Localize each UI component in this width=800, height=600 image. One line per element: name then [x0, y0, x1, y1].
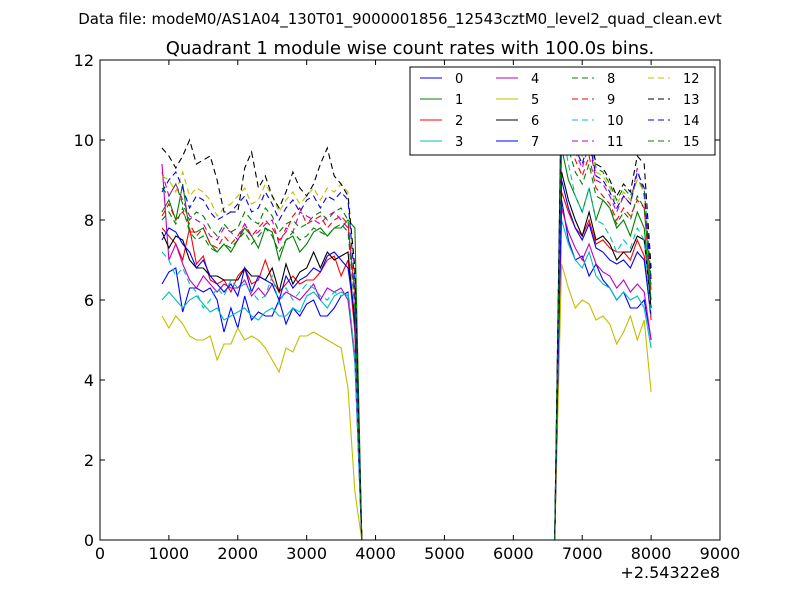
x-tick-label: 2000	[217, 544, 258, 563]
legend-label-5: 5	[531, 93, 539, 108]
legend-label-0: 0	[455, 72, 463, 87]
legend-label-4: 4	[531, 72, 539, 87]
legend-label-8: 8	[607, 72, 615, 87]
legend-label-14: 14	[683, 114, 700, 129]
legend-label-7: 7	[531, 135, 539, 150]
series-line-5	[161, 263, 652, 540]
series-line-9	[161, 103, 652, 540]
chart-title: Quadrant 1 module wise count rates with …	[166, 38, 655, 59]
series-line-3	[161, 219, 652, 540]
series-line-6	[161, 171, 652, 540]
x-tick-label: 1000	[149, 544, 190, 563]
y-tick-label: 2	[84, 451, 94, 470]
y-tick-label: 6	[84, 291, 94, 310]
y-tick-label: 12	[74, 51, 94, 70]
x-tick-label: 5000	[424, 544, 465, 563]
legend-label-1: 1	[455, 93, 463, 108]
legend-label-15: 15	[683, 135, 700, 150]
x-tick-label: 4000	[355, 544, 396, 563]
x-tick-label: 0	[95, 544, 105, 563]
series-line-8	[161, 67, 652, 540]
legend-label-9: 9	[607, 93, 615, 108]
series-line-7	[161, 179, 652, 540]
legend-label-2: 2	[455, 114, 463, 129]
series-line-14	[161, 83, 652, 540]
x-axis-ticks: 0 1000 2000 3000 4000 5000 6000 7000 8000 9000	[95, 60, 740, 563]
legend-label-10: 10	[607, 114, 624, 129]
y-tick-label: 8	[84, 211, 94, 230]
legend-label-3: 3	[455, 135, 463, 150]
legend-label-12: 12	[683, 72, 700, 87]
legend-frame	[409, 66, 716, 156]
legend-label-6: 6	[531, 114, 539, 129]
x-tick-label: 8000	[631, 544, 672, 563]
series-line-2	[161, 191, 652, 540]
series-line-11	[161, 91, 652, 540]
x-tick-label: 9000	[700, 544, 741, 563]
y-tick-label: 0	[84, 531, 94, 550]
y-tick-label: 4	[84, 371, 94, 390]
x-tick-label: 6000	[493, 544, 534, 563]
x-axis-offset-label: +2.54322e8	[620, 563, 720, 582]
series-line-10	[161, 127, 652, 540]
x-tick-label: 3000	[286, 544, 327, 563]
plot-frame	[99, 59, 721, 541]
series-line-0	[161, 199, 652, 540]
series-line-15	[161, 115, 652, 540]
legend-label-11: 11	[607, 135, 624, 150]
legend-label-13: 13	[683, 93, 700, 108]
x-tick-label: 7000	[562, 544, 603, 563]
chart-suptitle: Data file: modeM0/AS1A04_130T01_90000018…	[78, 10, 722, 29]
y-tick-label: 10	[74, 131, 94, 150]
